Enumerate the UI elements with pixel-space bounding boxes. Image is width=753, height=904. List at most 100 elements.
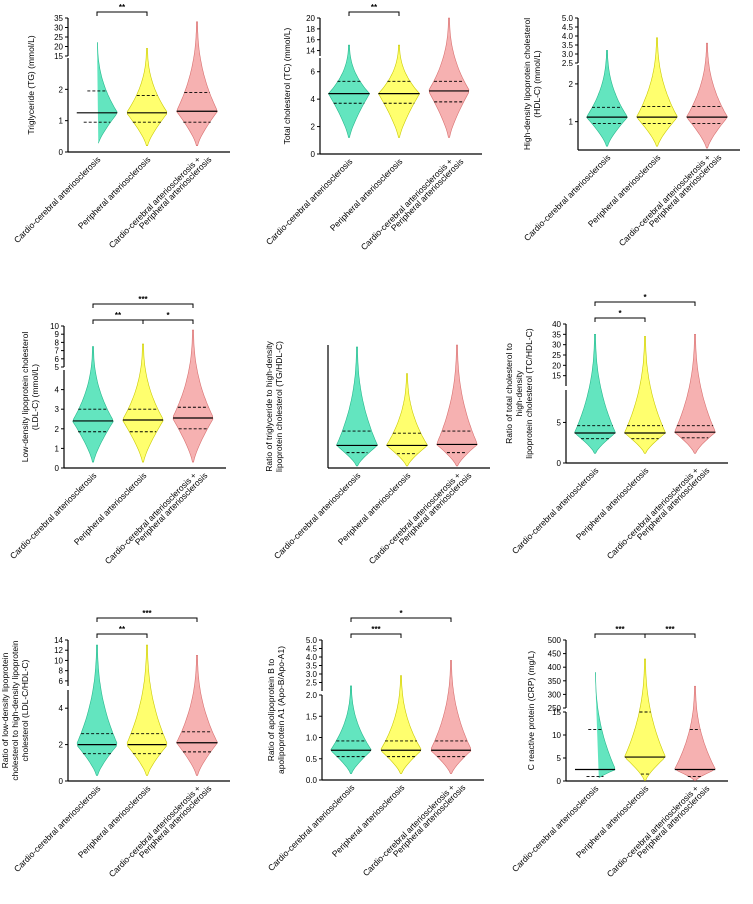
significance-bracket bbox=[594, 317, 646, 322]
y-upper-tick-label: 450 bbox=[548, 650, 562, 659]
violin-1 bbox=[574, 333, 616, 454]
y-upper-tick-label: 10 bbox=[50, 322, 59, 331]
y-upper-tick-label: 6 bbox=[59, 677, 64, 686]
y-tick-label: 1 bbox=[55, 444, 60, 453]
y-upper-tick-label: 300 bbox=[548, 690, 562, 699]
y-upper-tick-label: 7 bbox=[55, 347, 60, 356]
violin-3 bbox=[430, 660, 472, 774]
chart-panel-8: Ratio of apolipoprotein B to apolipoprote… bbox=[250, 600, 500, 900]
y-upper-tick-label: 3.5 bbox=[562, 41, 574, 50]
y-upper-tick-label: 20 bbox=[54, 43, 63, 52]
significance-bracket bbox=[644, 633, 696, 638]
y-upper-tick-label: 3.0 bbox=[562, 50, 574, 59]
significance-bracket bbox=[350, 633, 402, 638]
y-upper-tick-label: 16 bbox=[306, 36, 315, 45]
significance-bracket bbox=[96, 633, 148, 638]
y-tick-label: 1.5 bbox=[306, 712, 318, 721]
y-tick-label: 6 bbox=[311, 68, 316, 77]
y-upper-tick-label: 25 bbox=[54, 33, 63, 42]
significance-label: * bbox=[618, 309, 622, 318]
y-upper-tick-label: 35 bbox=[552, 330, 561, 339]
x-tick-label: Cardio-cerebral arteriosclerosis bbox=[510, 783, 601, 874]
chart-svg: 0.0 0.5 1.0 1.5 2.0 2.53.03.54.04.55.0 Cardio-… bbox=[266, 609, 484, 878]
x-tick-label: Cardio-cerebral arteriosclerosis + bbox=[103, 470, 199, 566]
y-upper-tick-label: 3.5 bbox=[306, 662, 318, 671]
significance-bracket bbox=[96, 617, 198, 622]
violin-1 bbox=[97, 42, 118, 144]
y-tick-label: 2 bbox=[59, 85, 64, 94]
violin-2 bbox=[636, 37, 678, 147]
y-tick-label: 0 bbox=[59, 148, 64, 157]
y-upper-tick-label: 15 bbox=[54, 52, 63, 61]
violin-1 bbox=[76, 644, 118, 776]
significance-label: * bbox=[166, 311, 170, 320]
y-tick-label: 5 bbox=[557, 418, 562, 427]
y-upper-tick-label: 14 bbox=[54, 636, 63, 645]
y-tick-label: 0.5 bbox=[306, 755, 318, 764]
violin-1 bbox=[72, 346, 114, 463]
violin-3 bbox=[674, 333, 716, 454]
violin-3 bbox=[428, 17, 470, 138]
significance-bracket bbox=[350, 617, 452, 622]
x-tick-label: Peripheral arteriosclerosis bbox=[391, 782, 468, 859]
x-tick-label: Cardio-cerebral arteriosclerosis + bbox=[107, 154, 203, 250]
y-upper-tick-label: 14 bbox=[306, 47, 315, 56]
x-tick-label: Peripheral arteriosclerosis bbox=[647, 152, 724, 229]
y-upper-tick-label: 500 bbox=[548, 636, 562, 645]
y-upper-tick-label: 6 bbox=[55, 355, 60, 364]
x-tick-label: Cardio-cerebral arteriosclerosis bbox=[12, 154, 103, 245]
y-tick-label: 2 bbox=[59, 741, 64, 750]
x-tick-label: Cardio-cerebral arteriosclerosis + bbox=[361, 782, 457, 878]
y-upper-tick-label: 40 bbox=[552, 320, 561, 329]
x-tick-label: Cardio-cerebral arteriosclerosis + bbox=[617, 152, 713, 248]
y-tick-label: 2 bbox=[55, 425, 60, 434]
violin-3 bbox=[172, 329, 214, 463]
violin-3 bbox=[176, 21, 218, 146]
y-upper-tick-label: 25 bbox=[552, 351, 561, 360]
significance-label: *** bbox=[371, 625, 381, 634]
y-upper-tick-label: 35 bbox=[54, 14, 63, 23]
violin-1 bbox=[336, 346, 378, 467]
violin-3 bbox=[436, 344, 478, 467]
y-upper-tick-label: 3.0 bbox=[306, 670, 318, 679]
y-upper-tick-label: 8 bbox=[55, 338, 60, 347]
x-tick-label: Cardio-cerebral arteriosclerosis + bbox=[605, 465, 701, 561]
y-upper-tick-label: 10 bbox=[54, 656, 63, 665]
x-tick-label: Peripheral arteriosclerosis bbox=[133, 470, 210, 547]
significance-label: *** bbox=[615, 625, 625, 634]
y-tick-label: 0 bbox=[557, 459, 562, 468]
y-tick-label: 2.0 bbox=[306, 691, 318, 700]
chart-panel-2: Total cholesterol (TC) (mmol/L) 0 2 4 6 14 16 1… bbox=[250, 0, 500, 300]
x-tick-label: Cardio-cerebral arteriosclerosis bbox=[266, 782, 357, 873]
x-tick-label: Peripheral arteriosclerosis bbox=[635, 783, 712, 860]
y-tick-label: 0 bbox=[59, 777, 64, 786]
significance-bracket bbox=[594, 301, 696, 306]
y-upper-tick-label: 18 bbox=[306, 25, 315, 34]
violin-1 bbox=[328, 44, 370, 138]
y-tick-label: 4 bbox=[59, 704, 64, 713]
violin-3 bbox=[686, 42, 728, 149]
significance-label: ** bbox=[119, 3, 126, 12]
y-upper-tick-label: 5 bbox=[55, 363, 60, 372]
significance-bracket bbox=[92, 319, 144, 324]
violin-2 bbox=[380, 675, 422, 774]
x-tick-label: Peripheral arteriosclerosis bbox=[397, 470, 474, 547]
x-tick-label: Cardio-cerebral arteriosclerosis + bbox=[605, 783, 701, 879]
significance-label: *** bbox=[142, 609, 152, 618]
x-tick-label: Peripheral arteriosclerosis bbox=[137, 783, 214, 860]
x-tick-label: Peripheral arteriosclerosis bbox=[635, 465, 712, 542]
x-tick-label: Cardio-cerebral arteriosclerosis bbox=[12, 783, 103, 874]
y-tick-label: 0 bbox=[55, 464, 60, 473]
x-tick-label: Peripheral arteriosclerosis bbox=[137, 154, 214, 231]
chart-panel-6: Ratio of total cholesterol to high-densit… bbox=[500, 293, 750, 600]
significance-label: ** bbox=[115, 311, 122, 320]
y-upper-tick-label: 2.5 bbox=[306, 679, 318, 688]
y-tick-label: 10 bbox=[552, 731, 561, 740]
chart-panel-7: Ratio of low-density lipoprotein choleste… bbox=[0, 600, 250, 900]
y-upper-tick-label: 2.5 bbox=[562, 59, 574, 68]
x-tick-label: Cardio-cerebral arteriosclerosis bbox=[272, 470, 363, 561]
